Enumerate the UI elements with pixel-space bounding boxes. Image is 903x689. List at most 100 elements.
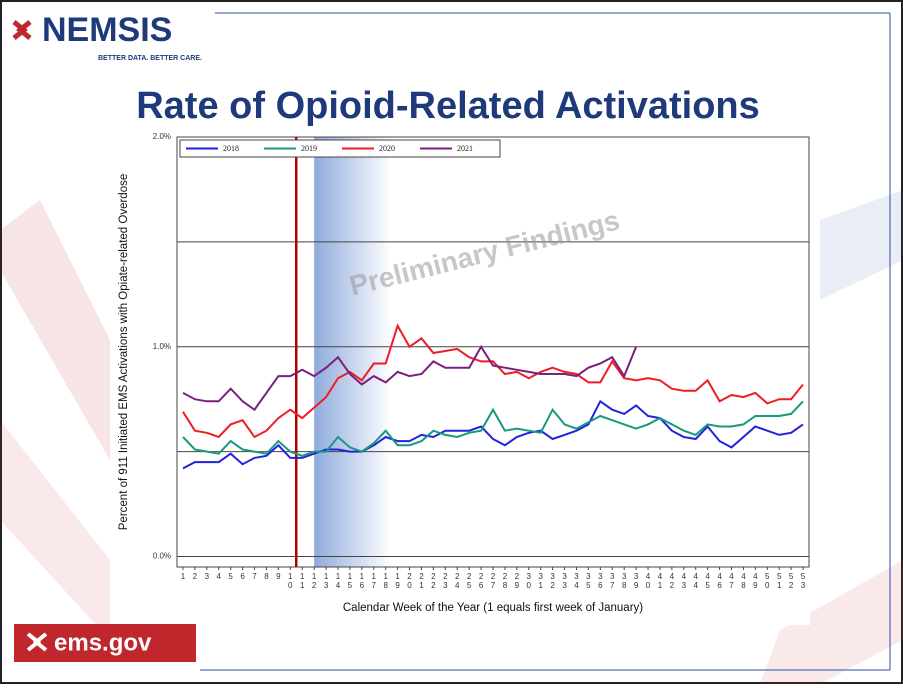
x-tick-digit: 4 <box>753 572 758 581</box>
x-tick-digit: 4 <box>682 572 687 581</box>
x-tick-digit: 6 <box>598 581 603 590</box>
x-tick-digit: 3 <box>538 572 543 581</box>
x-tick-digit: 3 <box>324 581 329 590</box>
x-tick-digit: 4 <box>717 572 722 581</box>
x-tick-label: 1 <box>181 572 186 581</box>
x-tick-digit: 6 <box>479 581 484 590</box>
x-tick-digit: 0 <box>646 581 651 590</box>
decor-stripe <box>0 200 110 460</box>
series-line <box>182 400 804 457</box>
x-tick-digit: 9 <box>634 581 639 590</box>
y-tick-label: 1.0% <box>153 342 171 351</box>
x-tick-digit: 1 <box>538 581 543 590</box>
x-tick-digit: 2 <box>431 581 436 590</box>
x-tick-digit: 7 <box>372 581 377 590</box>
y-tick-label: 2.0% <box>153 132 171 141</box>
x-tick-label: 4 <box>217 572 222 581</box>
x-tick-digit: 1 <box>181 572 186 581</box>
x-tick-digit: 8 <box>383 581 388 590</box>
slide-title: Rate of Opioid-Related Activations <box>136 85 760 127</box>
x-tick-digit: 2 <box>491 572 496 581</box>
x-tick-digit: 1 <box>777 581 782 590</box>
x-tick-digit: 1 <box>288 572 293 581</box>
x-tick-digit: 3 <box>574 572 579 581</box>
x-tick-digit: 5 <box>586 581 591 590</box>
x-tick-digit: 6 <box>717 581 722 590</box>
x-tick-digit: 3 <box>562 581 567 590</box>
x-tick-digit: 4 <box>693 581 698 590</box>
ems-logo-text: ems.gov <box>54 629 152 656</box>
x-tick-digit: 2 <box>515 572 520 581</box>
x-tick-digit: 2 <box>670 581 675 590</box>
legend-label: 2021 <box>457 144 473 153</box>
x-tick-digit: 2 <box>419 572 424 581</box>
x-tick-digit: 3 <box>801 581 806 590</box>
x-tick-digit: 9 <box>753 581 758 590</box>
x-tick-digit: 2 <box>455 572 460 581</box>
legend-label: 2018 <box>223 144 239 153</box>
shaded-period <box>314 137 392 567</box>
x-tick-label: 8 <box>264 572 269 581</box>
x-tick-digit: 8 <box>622 581 627 590</box>
x-tick-digit: 0 <box>765 581 770 590</box>
x-tick-digit: 3 <box>598 572 603 581</box>
x-tick-digit: 2 <box>312 581 317 590</box>
x-tick-digit: 3 <box>682 581 687 590</box>
x-tick-label: 5 <box>228 572 233 581</box>
x-tick-digit: 2 <box>443 572 448 581</box>
x-tick-digit: 0 <box>407 581 412 590</box>
x-tick-digit: 4 <box>658 572 663 581</box>
x-tick-digit: 5 <box>228 572 233 581</box>
series-line <box>182 323 804 439</box>
x-tick-digit: 3 <box>622 572 627 581</box>
x-tick-digit: 5 <box>765 572 770 581</box>
x-tick-digit: 1 <box>360 572 365 581</box>
logo-icon <box>12 20 32 40</box>
legend: 2018 2019 2020 2021 <box>179 139 501 158</box>
x-tick-digit: 4 <box>670 572 675 581</box>
x-tick-digit: 6 <box>240 572 245 581</box>
decor-stripe <box>0 420 110 640</box>
x-tick-digit: 1 <box>419 581 424 590</box>
x-tick-digit: 3 <box>634 572 639 581</box>
x-tick-digit: 4 <box>741 572 746 581</box>
x-tick-digit: 5 <box>467 581 472 590</box>
x-tick-digit: 2 <box>479 572 484 581</box>
x-tick-digit: 1 <box>372 572 377 581</box>
x-tick-digit: 4 <box>729 572 734 581</box>
x-tick-digit: 1 <box>324 572 329 581</box>
x-tick-digit: 4 <box>455 581 460 590</box>
x-tick-digit: 1 <box>383 572 388 581</box>
x-tick-digit: 2 <box>550 581 555 590</box>
x-tick-digit: 4 <box>336 581 341 590</box>
x-tick-digit: 1 <box>300 581 305 590</box>
x-tick-digit: 5 <box>789 572 794 581</box>
x-tick-digit: 3 <box>443 581 448 590</box>
x-tick-digit: 1 <box>300 572 305 581</box>
x-tick-label: 2 <box>193 572 198 581</box>
logo-tagline: BETTER DATA. BETTER CARE. <box>98 55 202 62</box>
chart-panel <box>110 130 810 625</box>
